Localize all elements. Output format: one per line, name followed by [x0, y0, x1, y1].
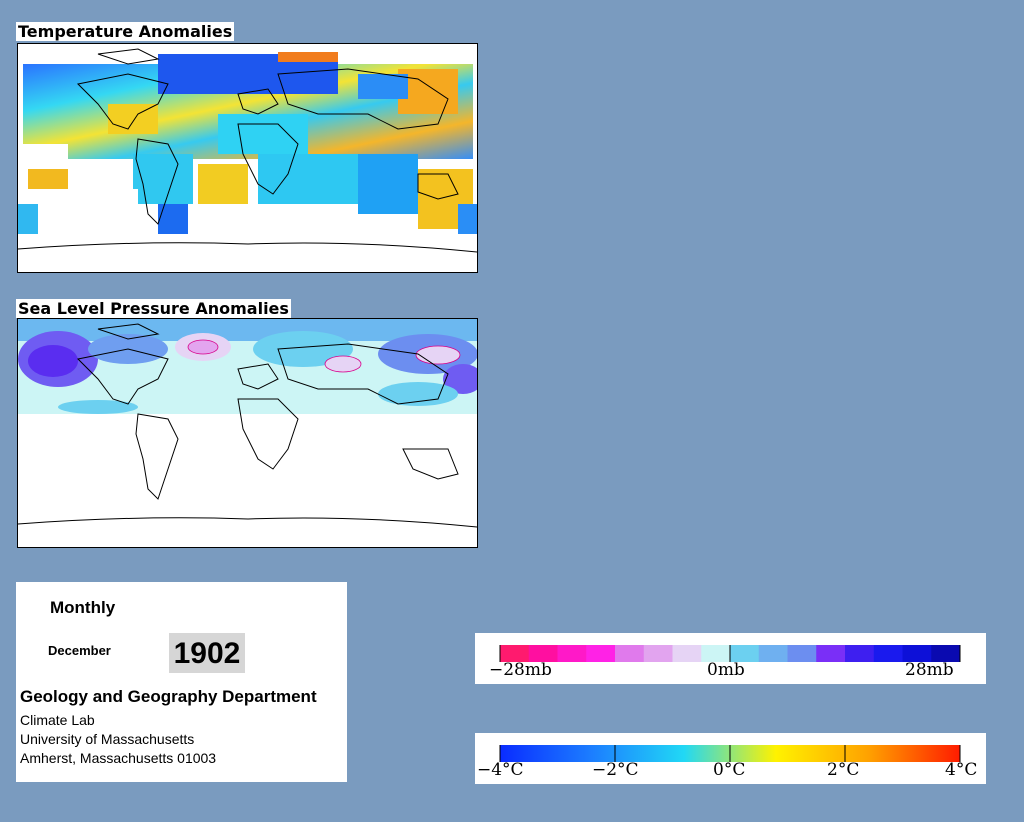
coastlines — [18, 48, 477, 253]
temperature-legend-label-4: 2°C — [827, 760, 860, 780]
period-mode: Monthly — [50, 598, 116, 617]
temperature-anomaly-map — [17, 43, 478, 273]
pressure-swatch — [528, 645, 558, 662]
pressure-swatch — [787, 645, 817, 662]
temperature-map-title: Temperature Anomalies — [16, 22, 235, 41]
pressure-swatch — [500, 645, 530, 662]
pressure-swatch — [816, 645, 846, 662]
pressure-swatch — [557, 645, 587, 662]
pressure-swatch — [672, 645, 702, 662]
pressure-field — [18, 319, 477, 414]
pressure-swatch — [730, 645, 760, 662]
pressure-legend: −28mb 0mb 28mb — [475, 633, 986, 684]
pressure-swatch — [586, 645, 616, 662]
temperature-legend: −4°C −2°C 0°C 2°C 4°C — [475, 733, 986, 784]
department-name: Geology and Geography Department — [20, 687, 317, 706]
temperature-legend-label-5: 4°C — [945, 760, 978, 780]
temperature-field — [18, 44, 477, 272]
pressure-swatch — [902, 645, 932, 662]
pressure-legend-max-label: 28mb — [905, 660, 954, 680]
temperature-legend-label-3: 0°C — [713, 760, 746, 780]
pressure-anomaly-map — [17, 318, 478, 548]
pressure-map-title: Sea Level Pressure Anomalies — [16, 299, 291, 318]
address: Amherst, Massachusetts 01003 — [20, 750, 217, 766]
pressure-legend-min-label: −28mb — [489, 660, 552, 680]
pressure-legend-zero-label: 0mb — [707, 660, 745, 680]
pressure-swatch — [643, 645, 673, 662]
university-name: University of Massachusetts — [20, 731, 195, 747]
info-panel: Monthly December 1902 Geology and Geogra… — [16, 582, 347, 782]
pressure-swatch — [758, 645, 788, 662]
pressure-swatch — [845, 645, 875, 662]
year-display: 1902 — [169, 633, 245, 673]
lab-name: Climate Lab — [20, 712, 95, 728]
temperature-legend-label-2: −2°C — [592, 760, 639, 780]
month-label: December — [48, 643, 111, 658]
temperature-legend-label-1: −4°C — [477, 760, 524, 780]
coastlines — [18, 323, 477, 528]
pressure-swatch — [615, 645, 645, 662]
pressure-swatch — [701, 645, 731, 662]
pressure-swatch — [931, 645, 961, 662]
pressure-swatch — [873, 645, 903, 662]
